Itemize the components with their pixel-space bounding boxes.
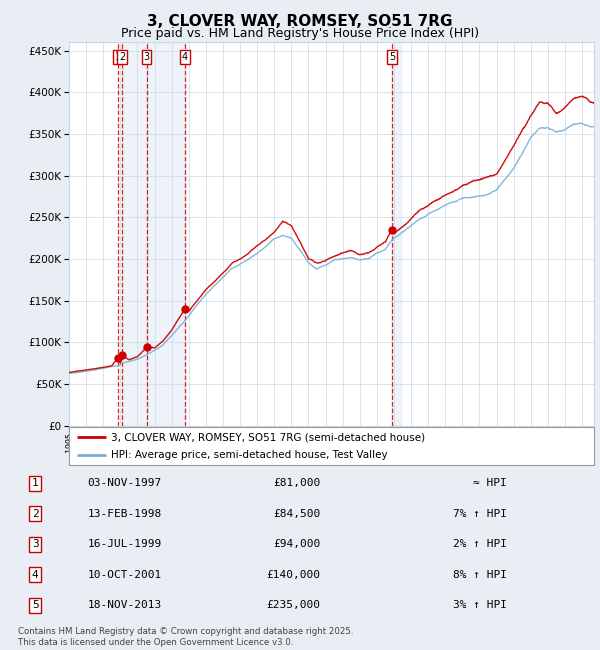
Text: 3% ↑ HPI: 3% ↑ HPI xyxy=(453,601,506,610)
Text: 7% ↑ HPI: 7% ↑ HPI xyxy=(453,509,506,519)
Text: 13-FEB-1998: 13-FEB-1998 xyxy=(88,509,162,519)
Text: 8% ↑ HPI: 8% ↑ HPI xyxy=(453,570,506,580)
Bar xyxy=(122,42,146,426)
Text: 5: 5 xyxy=(389,52,395,62)
FancyBboxPatch shape xyxy=(69,427,594,465)
Text: Price paid vs. HM Land Registry's House Price Index (HPI): Price paid vs. HM Land Registry's House … xyxy=(121,27,479,40)
Text: £235,000: £235,000 xyxy=(266,601,320,610)
Text: £94,000: £94,000 xyxy=(273,540,320,549)
Text: 3, CLOVER WAY, ROMSEY, SO51 7RG: 3, CLOVER WAY, ROMSEY, SO51 7RG xyxy=(147,14,453,29)
Text: 2: 2 xyxy=(119,52,125,62)
Text: 4: 4 xyxy=(32,570,38,580)
Text: 5: 5 xyxy=(32,601,38,610)
Text: Contains HM Land Registry data © Crown copyright and database right 2025.
This d: Contains HM Land Registry data © Crown c… xyxy=(18,627,353,647)
Text: 2% ↑ HPI: 2% ↑ HPI xyxy=(453,540,506,549)
Text: HPI: Average price, semi-detached house, Test Valley: HPI: Average price, semi-detached house,… xyxy=(111,450,388,460)
Text: 03-NOV-1997: 03-NOV-1997 xyxy=(88,478,162,488)
Text: 16-JUL-1999: 16-JUL-1999 xyxy=(88,540,162,549)
Bar xyxy=(146,42,185,426)
Text: 1: 1 xyxy=(32,478,38,488)
Text: 18-NOV-2013: 18-NOV-2013 xyxy=(88,601,162,610)
Text: 10-OCT-2001: 10-OCT-2001 xyxy=(88,570,162,580)
Text: £84,500: £84,500 xyxy=(273,509,320,519)
Text: 3: 3 xyxy=(143,52,150,62)
Bar xyxy=(392,42,401,426)
Text: 2: 2 xyxy=(32,509,38,519)
Text: 3: 3 xyxy=(32,540,38,549)
Text: 1: 1 xyxy=(115,52,121,62)
Text: 4: 4 xyxy=(182,52,188,62)
Text: £140,000: £140,000 xyxy=(266,570,320,580)
Text: £81,000: £81,000 xyxy=(273,478,320,488)
Text: ≈ HPI: ≈ HPI xyxy=(473,478,506,488)
Text: 3, CLOVER WAY, ROMSEY, SO51 7RG (semi-detached house): 3, CLOVER WAY, ROMSEY, SO51 7RG (semi-de… xyxy=(111,432,425,442)
